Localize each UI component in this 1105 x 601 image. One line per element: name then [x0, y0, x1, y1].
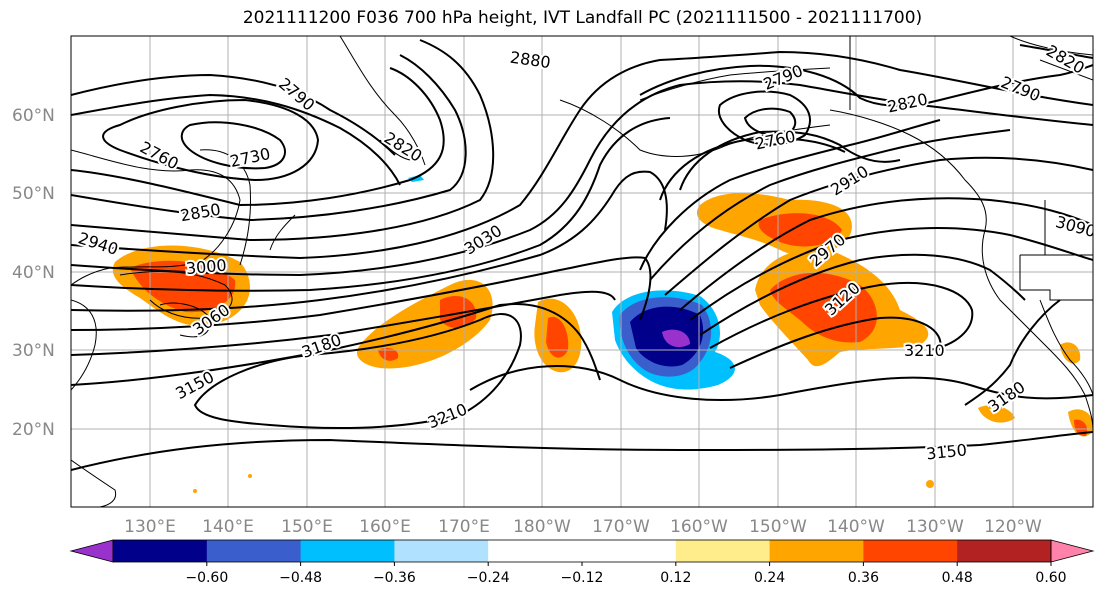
colorbar-segment	[863, 540, 958, 562]
lat-label: 60°N	[12, 106, 55, 126]
lon-label: 150°W	[749, 517, 807, 537]
lat-label: 20°N	[12, 420, 55, 440]
colorbar-tick-label: −0.48	[279, 570, 322, 586]
map-panel: 2880 2790 2790 2760 2730 2820 2760 2820 …	[71, 36, 1093, 507]
lon-label: 140°E	[202, 517, 254, 537]
longitude-labels: 130°E 140°E 150°E 160°E 170°E 180°W 170°…	[124, 517, 1042, 537]
colorbar-tick-label: 0.60	[1035, 570, 1066, 586]
colorbar-extension-low	[69, 539, 114, 563]
colorbar-tick-label: 0.24	[754, 570, 785, 586]
colorbar: −0.60 −0.48 −0.36 −0.24 −0.12 0.12 0.24 0.36 0.4…	[69, 539, 1095, 586]
colorbar-segment	[769, 540, 864, 562]
colorbar-segment	[300, 540, 395, 562]
contour-label: 3210	[904, 341, 945, 360]
lat-label: 30°N	[12, 341, 55, 361]
colorbar-tick-label: −0.36	[373, 570, 416, 586]
lon-label: 130°E	[124, 517, 176, 537]
coastlines	[71, 36, 1093, 507]
colorbar-tick-label: −0.60	[185, 570, 228, 586]
ivt-positive-shading	[112, 193, 1093, 493]
colorbar-tick-label: −0.24	[467, 570, 510, 586]
colorbar-segment	[957, 540, 1052, 562]
lat-label: 40°N	[12, 263, 55, 283]
map-title: 2021111200 F036 700 hPa height, IVT Land…	[242, 8, 923, 28]
lat-label: 50°N	[12, 184, 55, 204]
colorbar-segment	[675, 540, 771, 562]
colorbar-segment	[488, 540, 583, 562]
colorbar-tick-label: 0.12	[660, 570, 691, 586]
height-contours	[71, 39, 1093, 471]
lon-label: 130°W	[906, 517, 964, 537]
colorbar-tick-label: 0.48	[942, 570, 973, 586]
colorbar-segment	[394, 540, 489, 562]
lon-label: 140°W	[827, 517, 885, 537]
colorbar-tick-label: −0.12	[561, 570, 604, 586]
graticule	[71, 36, 1093, 507]
contour-label: 3000	[185, 256, 227, 278]
map-frame	[70, 35, 1094, 508]
colorbar-segment	[206, 540, 302, 562]
lon-label: 170°W	[592, 517, 650, 537]
colorbar-tick-label: 0.36	[848, 570, 879, 586]
lon-label: 170°E	[438, 517, 490, 537]
lon-label: 160°W	[670, 517, 728, 537]
lon-label: 120°W	[984, 517, 1042, 537]
colorbar-segment	[113, 540, 208, 562]
lon-label: 180°W	[513, 517, 571, 537]
latitude-labels: 60°N 50°N 40°N 30°N 20°N	[12, 106, 55, 440]
lon-label: 150°E	[281, 517, 333, 537]
colorbar-segment	[582, 540, 677, 562]
colorbar-extension-high	[1050, 539, 1095, 563]
lon-label: 160°E	[359, 517, 411, 537]
